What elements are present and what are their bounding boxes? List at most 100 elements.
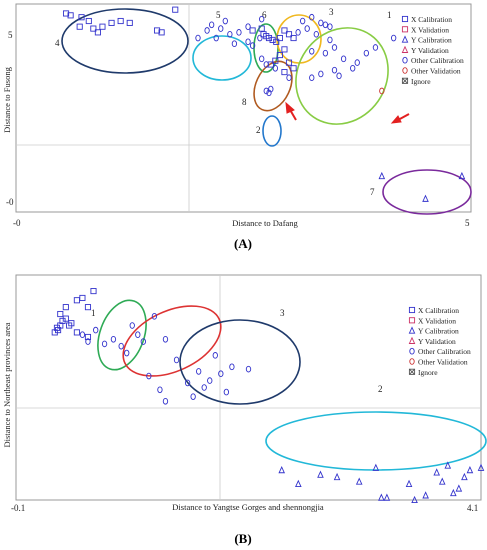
data-point [318, 19, 324, 27]
cluster-label-3: 3 [329, 7, 334, 17]
data-point [67, 12, 74, 19]
data-point [68, 320, 75, 327]
y-tick-label: 5 [8, 30, 13, 40]
data-point [313, 30, 319, 38]
cluster-ellipse-2 [262, 115, 282, 147]
legend-marker [401, 15, 409, 23]
data-point [372, 463, 380, 471]
data-point [295, 479, 302, 487]
data-point [378, 171, 386, 180]
data-point [285, 31, 293, 38]
data-point [263, 61, 269, 68]
data-point [258, 25, 265, 32]
data-point [309, 47, 315, 55]
data-point [340, 55, 347, 63]
data-point [444, 461, 452, 469]
data-point [78, 14, 85, 21]
legend-entry-label: Y Validation [418, 337, 456, 346]
data-point [126, 19, 133, 26]
y-axis-label: Distance to Northeast provinces area [2, 322, 12, 447]
panel-label-a: (A) [234, 236, 252, 251]
data-point [281, 46, 288, 53]
legend-entry-label: Other Validation [411, 67, 461, 76]
data-point [76, 23, 83, 30]
legend-marker [401, 35, 409, 43]
legend-entry-label: Ignore [411, 77, 431, 86]
data-point [124, 349, 130, 357]
data-point [55, 327, 62, 334]
legend-entry-label: X Calibration [411, 15, 452, 24]
data-point [84, 333, 92, 341]
data-point [266, 89, 272, 97]
data-point [281, 69, 288, 76]
data-point [350, 64, 356, 72]
data-point [146, 372, 152, 380]
data-point [379, 87, 385, 95]
data-point [317, 470, 324, 478]
data-point [327, 36, 333, 44]
cluster-label-3: 3 [280, 308, 285, 318]
legend-marker [401, 77, 409, 84]
data-point [151, 313, 158, 320]
data-point [227, 30, 233, 38]
data-point [273, 38, 280, 45]
data-point [162, 397, 169, 405]
data-point [195, 34, 201, 42]
data-point [62, 315, 69, 322]
data-point [84, 304, 92, 311]
cluster-label-5: 5 [216, 10, 221, 20]
data-point [207, 377, 213, 384]
data-point [245, 38, 251, 46]
data-point [466, 465, 474, 474]
data-point [90, 25, 97, 32]
data-point [245, 23, 251, 31]
data-point [450, 488, 457, 497]
data-point [285, 59, 293, 66]
data-point [212, 352, 218, 359]
data-point [272, 64, 279, 72]
data-point [259, 55, 265, 63]
data-point [458, 171, 466, 180]
legend-entry-label: X Validation [418, 316, 456, 325]
data-point [85, 338, 91, 345]
data-point [265, 34, 273, 42]
data-point [331, 44, 338, 51]
cluster-ellipse-3 [276, 14, 322, 64]
cluster-ellipse-1 [295, 27, 389, 125]
data-point [190, 393, 196, 400]
data-point [213, 34, 219, 42]
cluster-label-4: 4 [55, 38, 60, 48]
data-point [269, 36, 276, 43]
legend-entry-label: X Validation [411, 25, 449, 34]
data-point [422, 194, 429, 202]
data-point [336, 72, 342, 80]
cluster-label-1: 1 [91, 308, 96, 318]
data-point [101, 340, 108, 348]
cluster-ellipse-red [122, 305, 222, 377]
legend-marker [408, 336, 416, 344]
data-point [309, 13, 315, 21]
data-point [63, 10, 70, 17]
data-point [90, 288, 97, 295]
data-point [290, 34, 297, 42]
data-point [304, 25, 310, 32]
legend-marker [408, 306, 416, 314]
data-point [108, 19, 115, 26]
data-point [318, 70, 324, 78]
data-point [73, 297, 80, 304]
data-point [411, 495, 418, 504]
cluster-label-1: 1 [387, 10, 392, 20]
data-point [162, 335, 169, 343]
scatter-marks-b [51, 288, 485, 504]
x-axis-label: Distance to Dafang [232, 218, 298, 228]
cluster-label-7: 7 [370, 187, 375, 197]
data-point [184, 379, 191, 387]
data-point [383, 493, 391, 501]
data-point [85, 17, 92, 25]
data-point [372, 44, 379, 51]
cluster-ellipse-4 [61, 8, 189, 74]
data-point [422, 491, 429, 499]
data-point [249, 27, 256, 34]
red-arrow-icon [390, 113, 410, 124]
